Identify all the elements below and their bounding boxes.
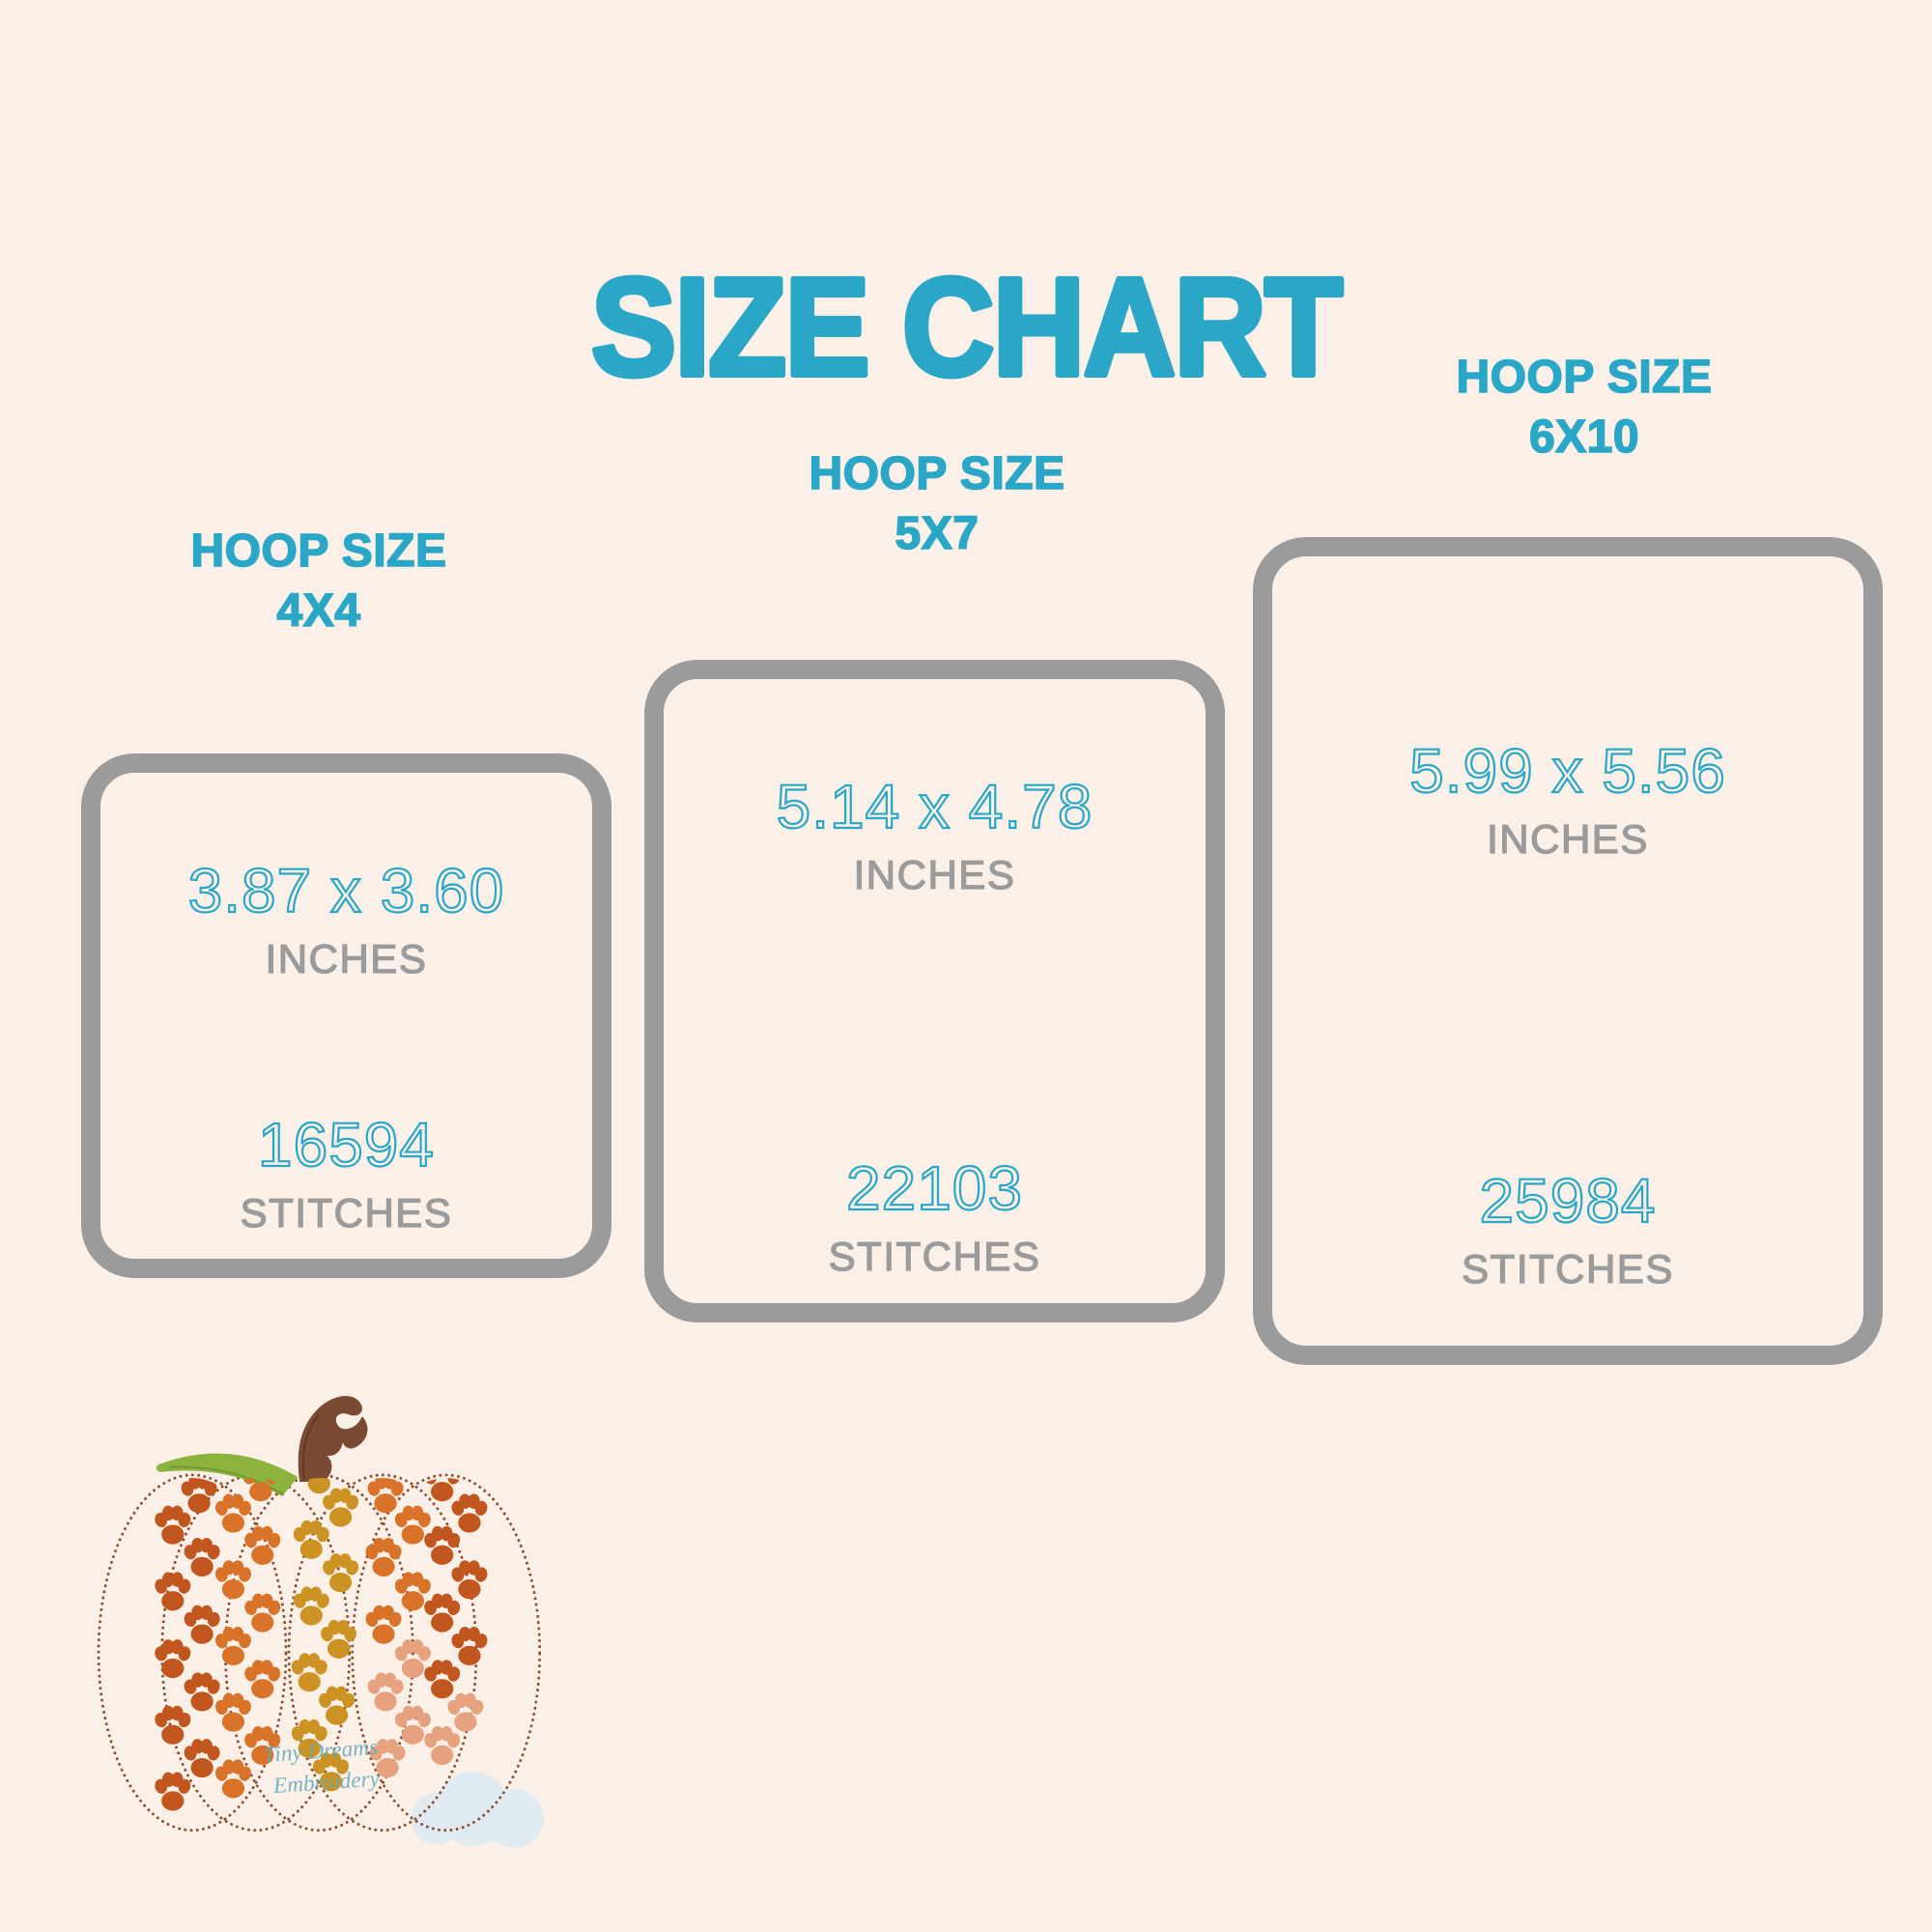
- svg-text:Embroidery: Embroidery: [271, 1766, 381, 1799]
- svg-text:SIZE CHART: SIZE CHART: [591, 250, 1343, 405]
